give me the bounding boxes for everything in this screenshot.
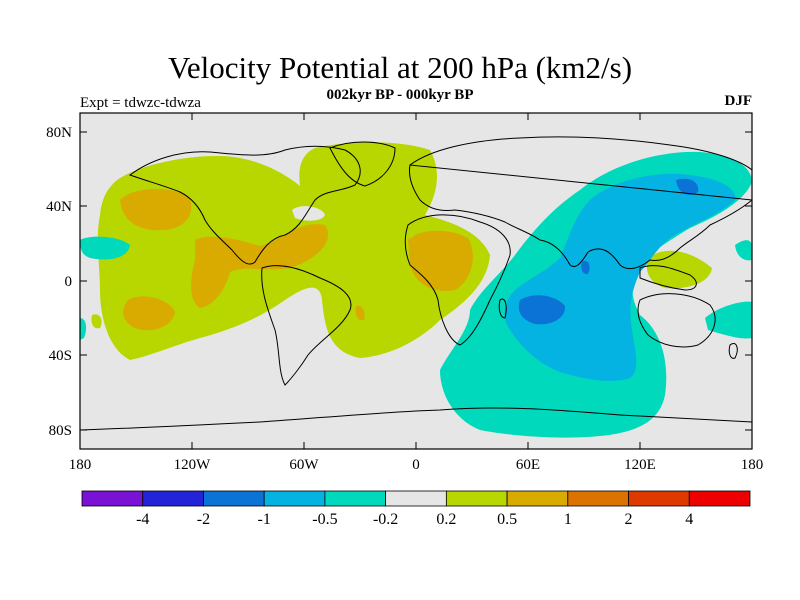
plot-subtitle: 002kyr BP - 000kyr BP — [326, 87, 474, 103]
colorbar-label: -4 — [136, 511, 149, 528]
colorbar-label: 0.2 — [436, 511, 456, 528]
lat-tick-label: 80N — [46, 125, 72, 141]
lat-tick-label: 0 — [65, 274, 73, 290]
lon-tick-label: 180 — [69, 457, 92, 473]
contour-fill-0.5-1 — [120, 188, 473, 331]
experiment-label: Expt = tdwzc-tdwza — [80, 95, 201, 111]
colorbar-label: -0.5 — [312, 511, 337, 528]
colorbar-swatch — [324, 490, 387, 507]
colorbar-swatch — [628, 490, 690, 507]
latitude-axis — [80, 131, 752, 431]
colorbar-swatch — [203, 490, 265, 507]
lon-tick-label: 60E — [516, 457, 540, 473]
coastlines — [80, 136, 752, 431]
contour-fields — [80, 136, 752, 438]
colorbar-swatch — [506, 490, 569, 507]
colorbar-label: -1 — [258, 511, 271, 528]
colorbar-swatch — [688, 490, 751, 507]
lon-tick-label: 60W — [289, 457, 319, 473]
colorbar-swatch — [142, 490, 204, 507]
colorbar-swatch — [445, 490, 508, 507]
lon-tick-label: 120W — [174, 457, 212, 473]
plot-title: Velocity Potential at 200 hPa (km2/s) — [167, 50, 633, 85]
colorbar-label: 4 — [685, 511, 693, 528]
colorbar-swatch — [385, 490, 447, 507]
lat-tick-label: 40N — [46, 199, 72, 215]
colorbar-swatch — [567, 490, 629, 507]
lon-tick-label: 0 — [412, 457, 420, 473]
colorbar-label: 2 — [625, 511, 633, 528]
season-label: DJF — [724, 93, 753, 109]
lat-tick-label: 80S — [49, 423, 72, 439]
longitude-axis — [79, 113, 753, 449]
colorbar-label: -0.2 — [373, 511, 398, 528]
contour-fill-neg1-neg0.5 — [504, 173, 736, 381]
colorbar-label: 0.5 — [497, 511, 517, 528]
colorbar-label: 1 — [564, 511, 572, 528]
lon-tick-label: 180 — [741, 457, 764, 473]
colorbar-label: -2 — [197, 511, 210, 528]
lon-tick-label: 120E — [624, 457, 656, 473]
colorbar-swatch — [263, 490, 326, 507]
colorbar: -4 -2 -1 -0.5 -0.2 0.2 0.5 1 2 4 — [81, 490, 751, 528]
lat-tick-label: 40S — [49, 348, 72, 364]
contour-fill-neg2-neg1 — [518, 178, 699, 325]
colorbar-swatch — [81, 490, 144, 507]
